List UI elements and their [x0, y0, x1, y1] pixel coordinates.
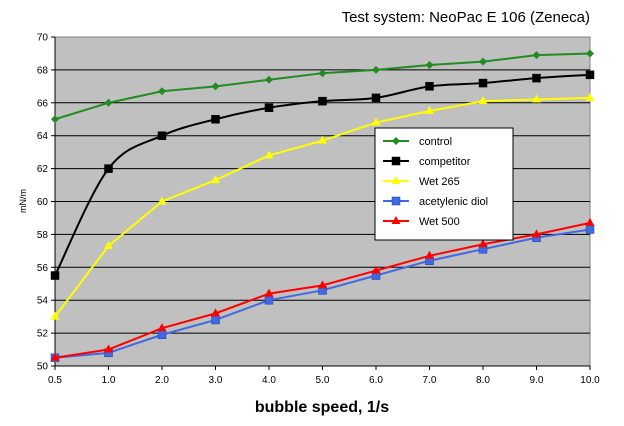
- x-tick-label: 1.0: [102, 375, 116, 386]
- data-point-competitor: [104, 164, 113, 173]
- data-point-acetylenic-diol: [585, 225, 595, 234]
- data-point-control: [318, 69, 327, 78]
- y-tick-label: 52: [37, 329, 49, 340]
- x-tick-label: 3.0: [209, 375, 223, 386]
- data-point-wet-265: [157, 196, 167, 205]
- data-point-control: [479, 57, 487, 66]
- data-point-competitor: [425, 82, 434, 91]
- data-point-control: [51, 115, 59, 124]
- legend-label-control: control: [419, 136, 452, 148]
- series-group: [50, 49, 595, 363]
- x-tick-label: 9.0: [530, 375, 544, 386]
- y-tick-label: 64: [37, 131, 49, 142]
- data-point-competitor: [50, 271, 60, 280]
- legend-marker-control: [392, 137, 400, 145]
- legend-label-wet-500: Wet 500: [419, 216, 460, 228]
- data-point-wet-500: [264, 288, 274, 297]
- x-tick-label: 7.0: [423, 375, 437, 386]
- x-tick-label: 10.0: [580, 375, 600, 386]
- data-point-acetylenic-diol: [264, 295, 274, 305]
- legend-label-acetylenic-diol: acetylenic diol: [419, 196, 488, 208]
- data-point-competitor: [585, 70, 595, 80]
- data-point-acetylenic-diol: [211, 315, 220, 325]
- data-point-competitor: [157, 131, 167, 140]
- data-point-competitor: [532, 73, 541, 83]
- y-tick-label: 56: [37, 263, 49, 274]
- legend-marker-competitor: [391, 156, 401, 166]
- data-point-wet-265: [425, 106, 434, 115]
- y-tick-label: 70: [37, 33, 49, 44]
- data-point-wet-265: [532, 94, 541, 103]
- data-point-wet-265: [318, 135, 327, 144]
- data-point-wet-500: [532, 229, 541, 238]
- data-point-wet-265: [50, 311, 60, 320]
- legend-label-wet-265: Wet 265: [419, 176, 460, 188]
- y-tick-label: 58: [37, 230, 49, 241]
- series-acetylenic-diol: [50, 225, 595, 363]
- x-tick-label: 6.0: [369, 375, 383, 386]
- y-tick-label: 54: [37, 296, 49, 307]
- x-tick-label: 5.0: [316, 375, 330, 386]
- x-tick-label: 0.5: [48, 375, 62, 386]
- data-point-wet-500: [104, 344, 113, 353]
- legend-marker-acetylenic-diol: [391, 196, 401, 206]
- data-point-wet-265: [371, 117, 381, 126]
- data-point-control: [425, 60, 434, 69]
- data-point-wet-500: [211, 308, 220, 317]
- data-point-wet-265: [478, 96, 488, 105]
- y-axis-label: mN/m: [18, 189, 28, 213]
- series-line-competitor: [54, 73, 591, 276]
- y-tick-label: 68: [37, 65, 49, 76]
- data-point-wet-265: [585, 92, 595, 101]
- data-point-control: [586, 49, 594, 58]
- data-point-acetylenic-diol: [157, 330, 167, 339]
- x-tick-label: 8.0: [476, 375, 490, 386]
- legend-label-competitor: competitor: [419, 156, 471, 168]
- legend-marker-wet-500: [391, 216, 401, 224]
- series-control: [51, 49, 594, 124]
- legend-marker-wet-265: [391, 176, 401, 184]
- data-point-competitor: [478, 78, 488, 88]
- data-point-wet-500: [371, 265, 381, 274]
- data-point-control: [104, 98, 113, 107]
- data-point-wet-265: [104, 240, 113, 249]
- data-point-control: [211, 82, 220, 91]
- x-axis-label: bubble speed, 1/s: [255, 399, 389, 416]
- data-point-wet-500: [478, 239, 488, 248]
- legend: control competitor Wet 265 acetylenic diol W…: [374, 127, 514, 241]
- data-point-wet-265: [211, 175, 220, 184]
- y-axis: 50 52 54 56 58 60 62 64 66 68 70: [37, 33, 56, 373]
- chart-title: Test system: NeoPac E 106 (Zeneca): [342, 9, 590, 26]
- data-point-wet-500: [157, 323, 167, 332]
- x-axis: 0.5 1.0 2.0 3.0 4.0 5.0 6.0 7.0 8.0 9.0 10.0: [48, 365, 600, 386]
- data-point-wet-265: [264, 150, 274, 159]
- y-tick-label: 62: [37, 164, 49, 175]
- series-wet-500: [50, 217, 595, 361]
- x-tick-label: 4.0: [262, 375, 276, 386]
- data-point-competitor: [211, 115, 220, 124]
- data-point-wet-500: [50, 352, 60, 361]
- x-tick-label: 2.0: [155, 375, 169, 386]
- data-point-control: [372, 65, 380, 74]
- data-point-control: [265, 75, 273, 84]
- data-point-control: [532, 51, 541, 60]
- y-tick-label: 66: [37, 98, 49, 109]
- data-point-competitor: [264, 103, 274, 112]
- data-point-wet-500: [585, 217, 595, 226]
- series-competitor: [50, 70, 595, 280]
- y-tick-label: 60: [37, 197, 49, 208]
- data-point-control: [158, 87, 166, 96]
- data-point-competitor: [371, 93, 381, 103]
- data-point-competitor: [318, 96, 327, 106]
- series-wet-265: [50, 92, 595, 320]
- y-tick-label: 50: [37, 362, 49, 373]
- data-point-wet-500: [318, 280, 327, 289]
- data-point-wet-500: [425, 250, 434, 259]
